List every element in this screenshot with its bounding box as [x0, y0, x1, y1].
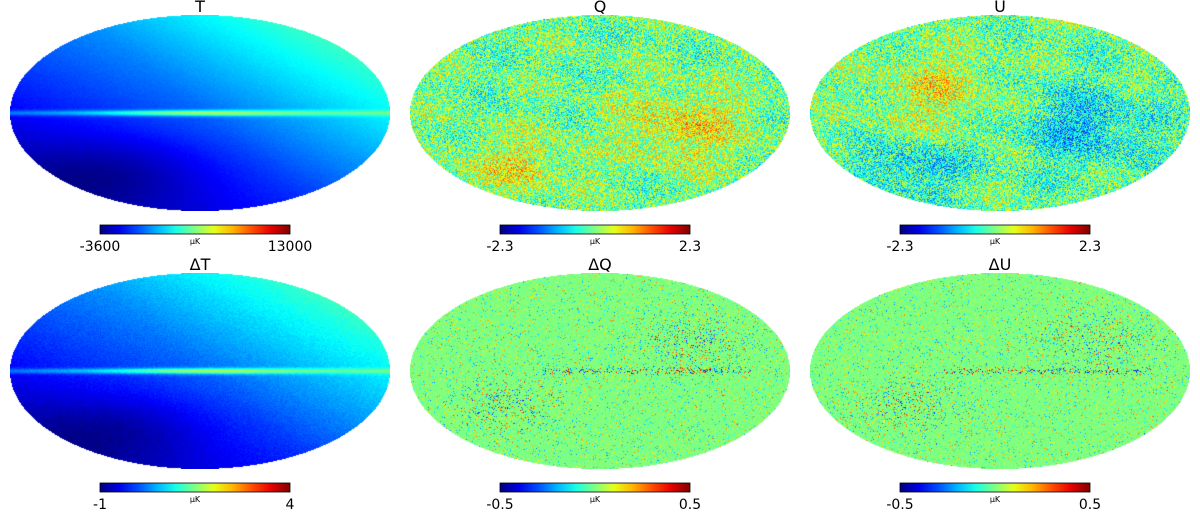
- colorbar-max-label: 13000: [268, 239, 313, 255]
- map-panel: T -3600 13000 μK: [0, 0, 400, 258]
- map-svg: ΔT -1 4 μK: [10, 258, 390, 513]
- colorbar-min-label: -2.3: [886, 239, 913, 255]
- colorbar-max-label: 0.5: [679, 497, 701, 513]
- map-svg: ΔQ -0.5 0.5 μK: [410, 258, 790, 513]
- colorbar-unit-label: μK: [190, 237, 201, 246]
- colorbar: [899, 482, 1091, 493]
- colorbar-min-label: -3600: [80, 239, 121, 255]
- map-panel: ΔU -0.5 0.5 μK: [800, 258, 1200, 516]
- map-title: ΔT: [190, 258, 211, 274]
- colorbar: [499, 224, 691, 235]
- map-title: U: [994, 0, 1006, 16]
- colorbar-min-label: -0.5: [886, 497, 913, 513]
- colorbar-unit-label: μK: [990, 495, 1001, 504]
- mollweide-sky-map: [810, 15, 1190, 211]
- mollweide-sky-map: [10, 273, 390, 469]
- mollweide-sky-map: [10, 15, 390, 211]
- colorbar-unit-label: μK: [990, 237, 1001, 246]
- colorbar-max-label: 2.3: [1079, 239, 1101, 255]
- colorbar: [899, 224, 1091, 235]
- map-panel: ΔQ -0.5 0.5 μK: [400, 258, 800, 516]
- colorbar-min-label: -1: [93, 497, 107, 513]
- map-panel: U -2.3 2.3 μK: [800, 0, 1200, 258]
- mollweide-sky-map: [810, 273, 1190, 469]
- map-title: ΔQ: [588, 258, 612, 274]
- mollweide-sky-map: [410, 273, 790, 469]
- colorbar-max-label: 4: [286, 497, 295, 513]
- colorbar-unit-label: μK: [190, 495, 201, 504]
- mollweide-sky-map: [410, 15, 790, 211]
- colorbar-unit-label: μK: [590, 237, 601, 246]
- colorbar-unit-label: μK: [590, 495, 601, 504]
- colorbar-min-label: -0.5: [486, 497, 513, 513]
- colorbar: [99, 224, 291, 235]
- map-title: T: [194, 0, 205, 16]
- colorbar-max-label: 2.3: [679, 239, 701, 255]
- map-title: ΔU: [989, 258, 1012, 274]
- map-svg: T -3600 13000 μK: [10, 0, 390, 255]
- colorbar: [499, 482, 691, 493]
- map-svg: Q -2.3 2.3 μK: [410, 0, 790, 255]
- colorbar: [99, 482, 291, 493]
- colorbar-max-label: 0.5: [1079, 497, 1101, 513]
- map-svg: ΔU -0.5 0.5 μK: [810, 258, 1190, 513]
- map-title: Q: [594, 0, 607, 16]
- colorbar-min-label: -2.3: [486, 239, 513, 255]
- map-panel: ΔT -1 4 μK: [0, 258, 400, 516]
- map-panel: Q -2.3 2.3 μK: [400, 0, 800, 258]
- map-svg: U -2.3 2.3 μK: [810, 0, 1190, 255]
